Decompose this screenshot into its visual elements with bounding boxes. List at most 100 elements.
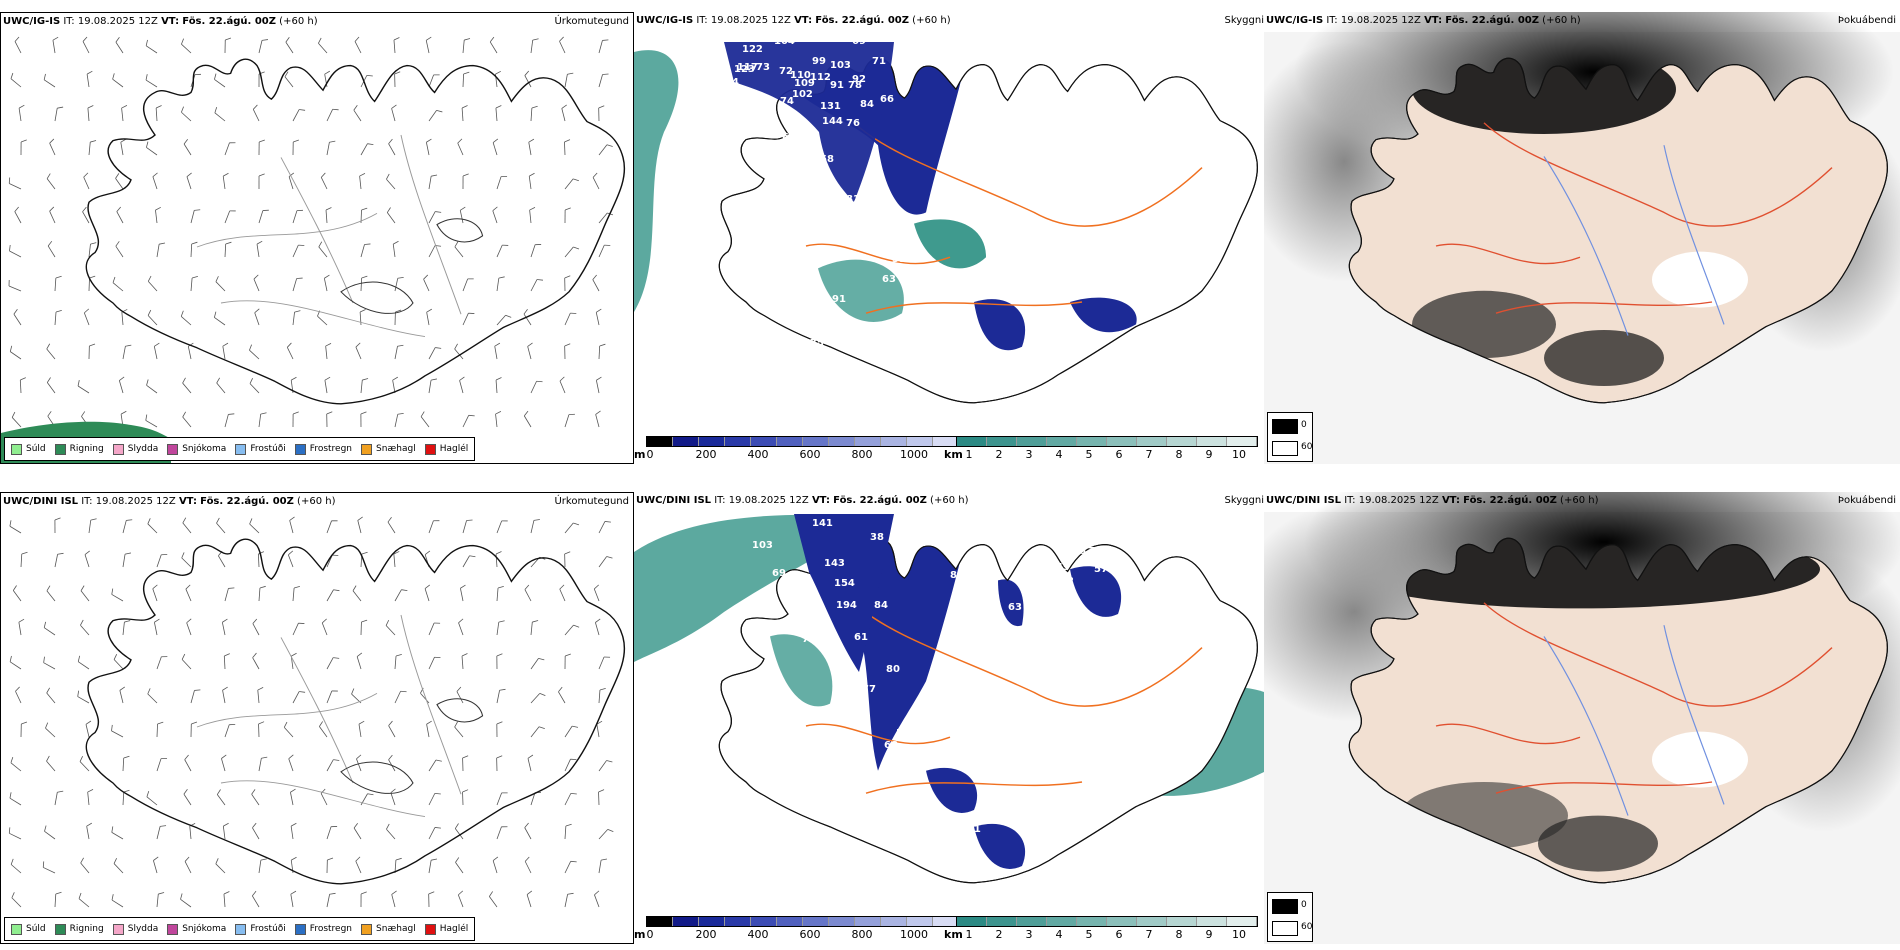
wind-barb-flag [393, 240, 399, 245]
colorbar-bin [1137, 437, 1167, 446]
wind-barb-flag [160, 825, 167, 827]
wind-barb-flag [223, 891, 230, 895]
wind-barb-flag [353, 822, 359, 829]
wind-barb [180, 898, 192, 908]
wind-barb [496, 314, 506, 326]
wind-barb-flag [324, 70, 331, 75]
legend-item: Slydda [112, 443, 158, 455]
wind-barb [359, 176, 362, 190]
wind-barb-flag [367, 143, 374, 146]
wind-barb-flag [223, 172, 229, 177]
wind-barb [288, 176, 294, 190]
wind-barb-flag [8, 827, 11, 834]
wind-barb [323, 278, 328, 292]
wind-barb [292, 278, 298, 292]
wind-barb-flag [397, 412, 404, 415]
wind-barb [145, 45, 158, 54]
wind-barb-flag [496, 755, 503, 759]
wind-barb [428, 827, 436, 840]
wind-barb [492, 142, 498, 156]
wind-barb-flag [358, 720, 365, 725]
wind-barb [249, 349, 260, 360]
wind-barb [564, 414, 570, 428]
ceiling-value: 76 [846, 118, 860, 129]
wind-barb-flag [146, 379, 149, 386]
wind-barb-flag [54, 517, 61, 521]
wind-barb-flag [11, 892, 15, 898]
ceiling-value: 103 [752, 540, 773, 551]
colorbar-bin [647, 917, 673, 926]
wind-barb [113, 863, 124, 874]
wind-barb-flag [111, 724, 113, 731]
wind-barb-flag [356, 652, 363, 657]
wind-barb-flag [44, 825, 47, 832]
wind-barb-flag [145, 74, 148, 81]
colorbar-bin [1197, 917, 1227, 926]
wind-barb-flag [595, 410, 601, 415]
wind-barb-flag [112, 73, 115, 80]
wind-barb [182, 522, 192, 534]
wind-barb [325, 346, 328, 360]
wind-barb-flag [261, 39, 269, 41]
wind-barb-flag [181, 552, 185, 559]
wind-barb-flag [426, 720, 432, 725]
wind-barb-flag [154, 618, 160, 623]
wind-barb-flag [596, 376, 602, 381]
wind-barb [326, 657, 334, 670]
wind-barb [524, 827, 532, 840]
wind-barb-flag [228, 587, 235, 589]
ceiling-value: 72 [779, 66, 793, 77]
wind-barb-flag [258, 551, 265, 555]
wind-barb-flag [333, 759, 340, 761]
wind-barb-flag [259, 139, 265, 143]
fog-legend: 0 60 [1267, 892, 1313, 942]
model-header: UWC/IG-IS IT: 19.08.2025 12Z VT: Fös. 22… [1266, 15, 1581, 26]
wind-barb-flag [361, 619, 368, 623]
wind-barb [393, 40, 396, 54]
wind-barb-flag [194, 689, 201, 691]
wind-barb-flag [80, 619, 84, 626]
ceiling-value: 61 [854, 632, 868, 643]
wind-barb-flag [564, 343, 571, 347]
wind-barb-flag [77, 380, 80, 387]
wind-barb [598, 521, 606, 534]
wind-barb [292, 244, 299, 258]
panel-title: Skyggni [1224, 495, 1264, 506]
wind-barb-flag [46, 343, 51, 350]
wind-barb [45, 727, 56, 738]
ceiling-value: 99 [812, 56, 826, 67]
wind-barb [360, 244, 365, 258]
wind-barb-flag [531, 105, 538, 109]
wind-barb [564, 793, 572, 806]
wind-barb [456, 691, 464, 704]
colorbar-bin [1017, 437, 1047, 446]
wind-barb [598, 829, 609, 840]
wind-barb [428, 860, 432, 874]
wind-barb-flag [362, 378, 369, 381]
wind-barb [254, 312, 260, 326]
wind-barb-flag [536, 279, 544, 281]
wind-barb-flag [154, 342, 160, 347]
wind-barb [9, 661, 22, 670]
wind-barb-flag [539, 693, 546, 697]
colorbar-bin [1107, 917, 1137, 926]
wind-barb [43, 867, 56, 874]
wind-barb [112, 282, 124, 292]
wind-barb [252, 827, 260, 840]
ceiling-value: 123 [734, 64, 755, 75]
wind-barb [251, 895, 260, 908]
wind-barb-flag [158, 892, 165, 895]
wind-barb-flag [327, 857, 334, 861]
wind-barb-flag [435, 759, 442, 762]
wind-barb [454, 246, 464, 258]
wind-barb-flag [215, 276, 219, 282]
wind-barb-flag [113, 857, 118, 864]
ceiling-value: 60 [782, 132, 796, 143]
wind-barb-flag [52, 36, 59, 41]
wind-barb-flag [428, 891, 435, 895]
wind-barb [115, 178, 124, 190]
wind-barb [184, 759, 192, 772]
wind-barb [181, 43, 192, 54]
wind-barb [147, 523, 158, 534]
legend-item: Snjókoma [167, 923, 226, 935]
